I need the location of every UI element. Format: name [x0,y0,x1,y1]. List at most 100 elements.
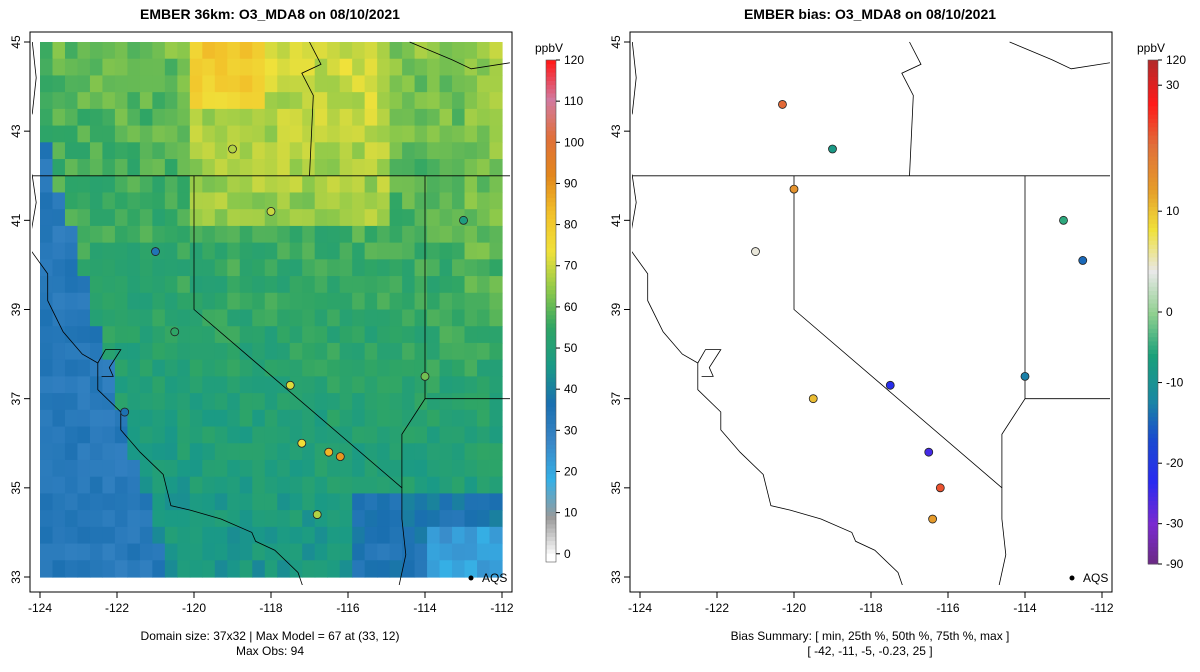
heatmap-cell [77,510,91,528]
heatmap-cell [377,58,391,77]
heatmap-cell [389,175,403,194]
heatmap-cell [89,159,104,177]
heatmap-cell [402,359,416,377]
heatmap-cell [302,443,316,461]
heatmap-cell [139,426,153,444]
heatmap-cell [239,560,253,578]
heatmap-cell [139,376,153,394]
colorbar-segment [1148,291,1158,296]
colorbar-segment [1148,492,1158,498]
colorbar-segment [546,168,556,174]
heatmap-cell [252,75,266,93]
heatmap-cell [427,242,441,260]
colorbar-segment [546,499,556,504]
heatmap-cell [52,225,66,244]
heatmap-cell [464,58,478,77]
colorbar-segment [546,365,556,371]
heatmap-cell [102,359,116,377]
heatmap-cell [352,510,366,528]
heatmap-cell [389,142,403,160]
heatmap-cell [277,75,291,93]
colorbar-segment [546,541,556,546]
x-tick-label: -120 [182,601,206,615]
heatmap-cell [364,560,378,578]
heatmap-cell [477,75,491,93]
heatmap-cell [52,526,66,545]
heatmap-cell [102,409,116,428]
colorbar-tick-label: 80 [564,218,578,232]
colorbar-segment [546,114,556,120]
colorbar-segment [1148,559,1158,565]
heatmap-cell [177,526,191,545]
y-tick-label: 43 [609,124,623,138]
heatmap-cell [164,175,178,194]
heatmap-cell [127,393,141,411]
heatmap-cell [439,526,453,545]
heatmap-cell [139,309,153,327]
heatmap-cell [152,292,166,311]
heatmap-cell [77,476,91,495]
heatmap-cell [227,326,241,344]
heatmap-cell [364,393,378,411]
heatmap-cell [277,225,291,244]
colorbar-segment [546,139,556,145]
heatmap-cell [102,142,116,160]
heatmap-cell [427,359,441,377]
colorbar-segment [1148,316,1158,321]
heatmap-cell [289,459,303,478]
heatmap-cell [64,175,79,194]
heatmap-cell [364,209,378,227]
heatmap-cell [439,58,453,77]
heatmap-cell [127,359,141,377]
heatmap-cell [52,326,66,344]
heatmap-cell [389,125,403,143]
heatmap-cell [127,175,141,194]
heatmap-cell [327,409,341,428]
heatmap-cell [52,560,66,578]
colorbar-segment [546,80,556,86]
heatmap-cell [352,225,366,244]
heatmap-cell [239,42,253,60]
heatmap-cell [352,409,366,428]
heatmap-cell [264,309,278,327]
heatmap-cell [364,108,378,127]
heatmap-cell [114,175,129,194]
heatmap-cell [40,309,54,327]
heatmap-cell [302,493,316,511]
heatmap-cell [164,292,178,311]
y-tick-label: 41 [9,213,23,227]
heatmap-cell [202,543,216,561]
heatmap-cell [339,409,353,428]
heatmap-cell [227,292,241,311]
heatmap-cell [202,292,216,311]
heatmap-cell [177,75,191,93]
heatmap-cell [252,459,266,478]
heatmap-cell [40,543,54,561]
colorbar-segment [1148,81,1158,86]
y-tick-label: 33 [9,570,23,584]
obs-point [228,144,237,154]
heatmap-cell [364,526,378,545]
heatmap-cell [177,142,191,160]
heatmap-cell [252,426,266,444]
heatmap-cell [189,526,203,545]
heatmap-cell [452,92,466,110]
heatmap-cell [439,426,453,444]
colorbar-segment [1148,186,1158,191]
heatmap-cell [389,209,403,227]
heatmap-cell [77,426,91,444]
heatmap-cell [489,242,503,260]
heatmap-cell [427,142,441,160]
heatmap-cell [214,393,228,411]
colorbar-segment [1148,370,1158,376]
y-tick-label: 35 [9,481,23,495]
heatmap-cell [277,242,291,260]
heatmap-cell [214,242,228,260]
heatmap-cell [439,359,453,377]
heatmap-cell [277,108,291,127]
colorbar-segment [546,294,556,299]
heatmap-cell [277,125,291,143]
heatmap-cell [177,175,191,194]
heatmap-cell [114,476,129,495]
heatmap-cell [252,393,266,411]
